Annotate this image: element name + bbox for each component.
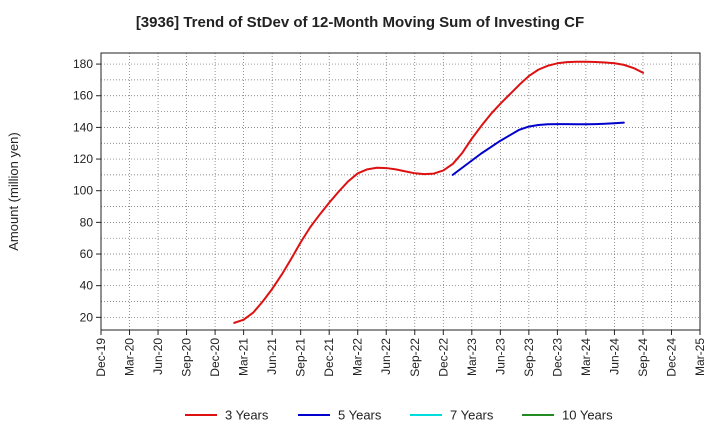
- x-tick-label: Jun-21: [265, 338, 279, 375]
- plot-frame: [100, 52, 701, 331]
- x-tick-label: Dec-22: [436, 338, 450, 377]
- x-tick-label: Dec-20: [208, 338, 222, 377]
- x-tick-label: Mar-25: [693, 338, 707, 376]
- y-tick-label: 180: [73, 57, 93, 71]
- y-tick-label: 120: [73, 152, 93, 166]
- y-axis-label: Amount (million yen): [6, 132, 21, 251]
- y-tick-label: 160: [73, 89, 93, 103]
- y-tick-label: 40: [80, 279, 94, 293]
- y-tick-label: 60: [80, 247, 94, 261]
- legend-label-10-years: 10 Years: [562, 408, 613, 423]
- x-tick-label: Sep-23: [522, 338, 536, 377]
- y-tick-label: 140: [73, 120, 93, 134]
- series-line-5-years: [451, 121, 625, 176]
- series-line-3-years: [233, 60, 645, 324]
- x-tick-label: Jun-24: [607, 338, 621, 375]
- chart-title: [3936] Trend of StDev of 12-Month Moving…: [135, 14, 585, 31]
- x-tick-label: Sep-24: [636, 338, 650, 377]
- x-tick-label: Sep-22: [408, 338, 422, 377]
- x-tick-label: Jun-20: [151, 338, 165, 375]
- x-tick-label: Dec-21: [322, 338, 336, 377]
- x-tick-label: Sep-21: [294, 338, 308, 377]
- x-tick-label: Mar-22: [351, 338, 365, 376]
- y-tick-label: 20: [80, 310, 94, 324]
- x-tick-label: Mar-24: [579, 338, 593, 376]
- legend-label-7-years: 7 Years: [450, 408, 494, 423]
- legend-label-3-years: 3 Years: [225, 408, 269, 423]
- x-tick-label: Jun-22: [379, 338, 393, 375]
- x-tick-label: Mar-21: [237, 338, 251, 376]
- x-tick-label: Mar-20: [123, 338, 137, 376]
- plot-background: [101, 53, 700, 330]
- x-tick-label: Jun-23: [493, 338, 507, 375]
- x-tick-label: Sep-20: [180, 338, 194, 377]
- x-tick-label: Dec-19: [94, 338, 108, 377]
- legend-label-5-years: 5 Years: [338, 408, 382, 423]
- x-tick-label: Mar-23: [465, 338, 479, 376]
- y-tick-label: 80: [80, 215, 94, 229]
- x-tick-label: Dec-24: [664, 338, 678, 377]
- x-tick-label: Dec-23: [550, 338, 564, 377]
- y-tick-label: 100: [73, 184, 93, 198]
